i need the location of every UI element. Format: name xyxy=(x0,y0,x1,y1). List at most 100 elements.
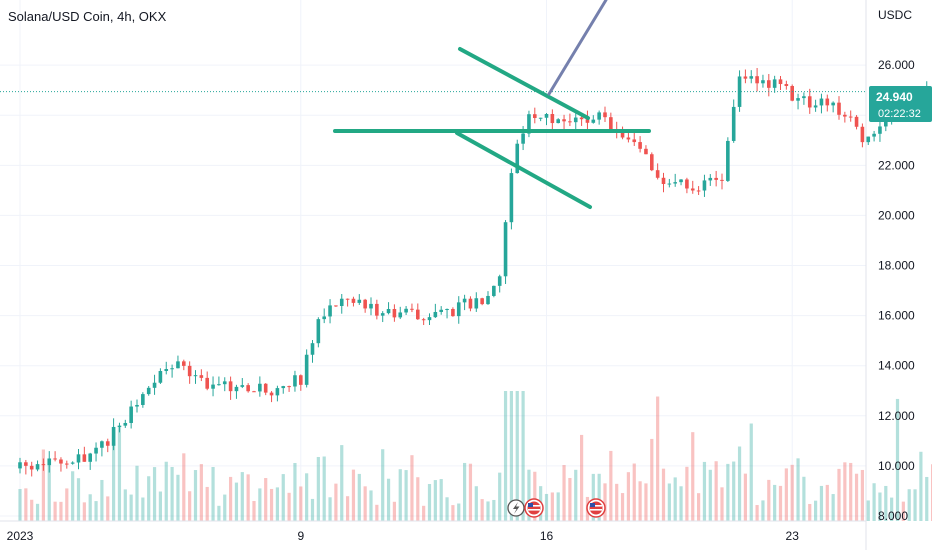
volume-bar xyxy=(737,446,742,521)
candle-body xyxy=(310,343,315,355)
candle-body xyxy=(837,102,841,115)
volume-bar xyxy=(357,473,361,521)
candle-body xyxy=(82,454,87,462)
last-price-value: 24.940 xyxy=(876,90,913,104)
volume-bar xyxy=(773,484,777,521)
volume-bar xyxy=(749,423,753,521)
candle-body xyxy=(720,179,724,181)
candle-body xyxy=(813,105,818,108)
volume-bar xyxy=(205,486,209,521)
candle-body xyxy=(737,76,742,107)
candle-body xyxy=(667,183,672,185)
candle-body xyxy=(726,140,730,181)
candle-body xyxy=(35,464,40,470)
candle-body xyxy=(18,462,22,469)
candle-body xyxy=(234,386,239,392)
volume-bar xyxy=(527,469,531,521)
candle-body xyxy=(784,84,789,86)
candle-body xyxy=(661,177,666,185)
volume-bar xyxy=(439,479,443,521)
event-icons[interactable] xyxy=(507,498,606,518)
candle-body xyxy=(486,295,490,305)
time-tick-label: 9 xyxy=(297,529,304,543)
volume-bar xyxy=(831,494,835,521)
candle-body xyxy=(187,365,192,377)
volume-bar xyxy=(41,449,45,521)
candle-body xyxy=(334,305,338,307)
volume-bar xyxy=(925,476,929,521)
candle-body xyxy=(807,96,812,108)
candle-body xyxy=(70,462,75,464)
candle-body xyxy=(193,375,198,377)
volume-bar xyxy=(544,493,549,521)
last-price-tag: 24.940 02:22:32 xyxy=(869,86,932,122)
volume-bar xyxy=(322,456,326,521)
volume-bar xyxy=(767,479,771,521)
volume-bar xyxy=(176,474,180,521)
trend-drawings[interactable] xyxy=(333,0,651,209)
volume-bar xyxy=(691,432,695,521)
candle-body xyxy=(164,369,169,372)
volume-bar xyxy=(515,391,519,521)
lightning-event-icon[interactable] xyxy=(507,499,525,517)
price-tick-label: 10.000 xyxy=(878,459,915,473)
candle-body xyxy=(427,317,432,321)
volume-bar xyxy=(170,466,174,521)
candle-body xyxy=(696,190,701,192)
candle-body xyxy=(170,368,174,370)
us-flag-event-icon[interactable] xyxy=(524,498,544,518)
candle-body xyxy=(299,375,303,385)
volume-bar xyxy=(217,505,221,521)
candle-body xyxy=(29,465,34,470)
volume-bar xyxy=(305,473,309,521)
volume-bar xyxy=(223,494,227,521)
wedge-upper-line[interactable] xyxy=(458,47,590,120)
candle-body xyxy=(141,394,145,405)
volume-bar xyxy=(597,473,601,521)
us-flag-event-icon-2[interactable] xyxy=(586,498,606,518)
volume-bar xyxy=(474,486,478,521)
volume-bar xyxy=(275,487,279,521)
volume-bar xyxy=(398,469,402,521)
candle-body xyxy=(94,447,98,454)
volume-bar xyxy=(158,491,162,521)
candle-body xyxy=(369,303,373,309)
candle-body xyxy=(690,188,695,191)
volume-bar xyxy=(59,501,63,521)
candle-body xyxy=(53,458,57,460)
volume-bar xyxy=(234,482,239,521)
candle-body xyxy=(322,316,326,320)
volume-bar xyxy=(878,492,882,521)
candle-body xyxy=(439,309,443,312)
candle-body xyxy=(228,381,233,392)
candle-body xyxy=(205,377,209,389)
candle-body xyxy=(111,426,116,446)
volume-bar xyxy=(620,493,625,521)
volume-bar xyxy=(328,497,332,521)
candle-body xyxy=(550,114,555,124)
volume-bar xyxy=(825,484,829,521)
candle-body xyxy=(573,117,578,123)
volume-bar xyxy=(796,458,800,521)
candle-body xyxy=(258,383,262,392)
candle-body xyxy=(638,142,642,149)
volume-bar xyxy=(188,491,192,521)
candle-body xyxy=(772,79,777,88)
candle-body xyxy=(275,388,280,396)
candle-body xyxy=(451,308,455,317)
wedge-lower-line[interactable] xyxy=(455,131,592,209)
candle-body xyxy=(416,309,420,320)
volume-bar xyxy=(761,500,765,521)
candle-body xyxy=(252,391,256,393)
time-axis[interactable]: 202391623Feb61320 xyxy=(7,529,932,543)
volume-bar xyxy=(492,499,496,521)
breakout-arrow-line[interactable] xyxy=(547,0,608,96)
time-tick-label: 16 xyxy=(540,529,554,543)
volume-bar xyxy=(726,463,730,521)
candle-body xyxy=(47,458,52,466)
candle-body xyxy=(392,308,397,318)
candle-body xyxy=(527,114,531,134)
volume-bar xyxy=(509,391,513,521)
volume-bar xyxy=(100,479,104,521)
